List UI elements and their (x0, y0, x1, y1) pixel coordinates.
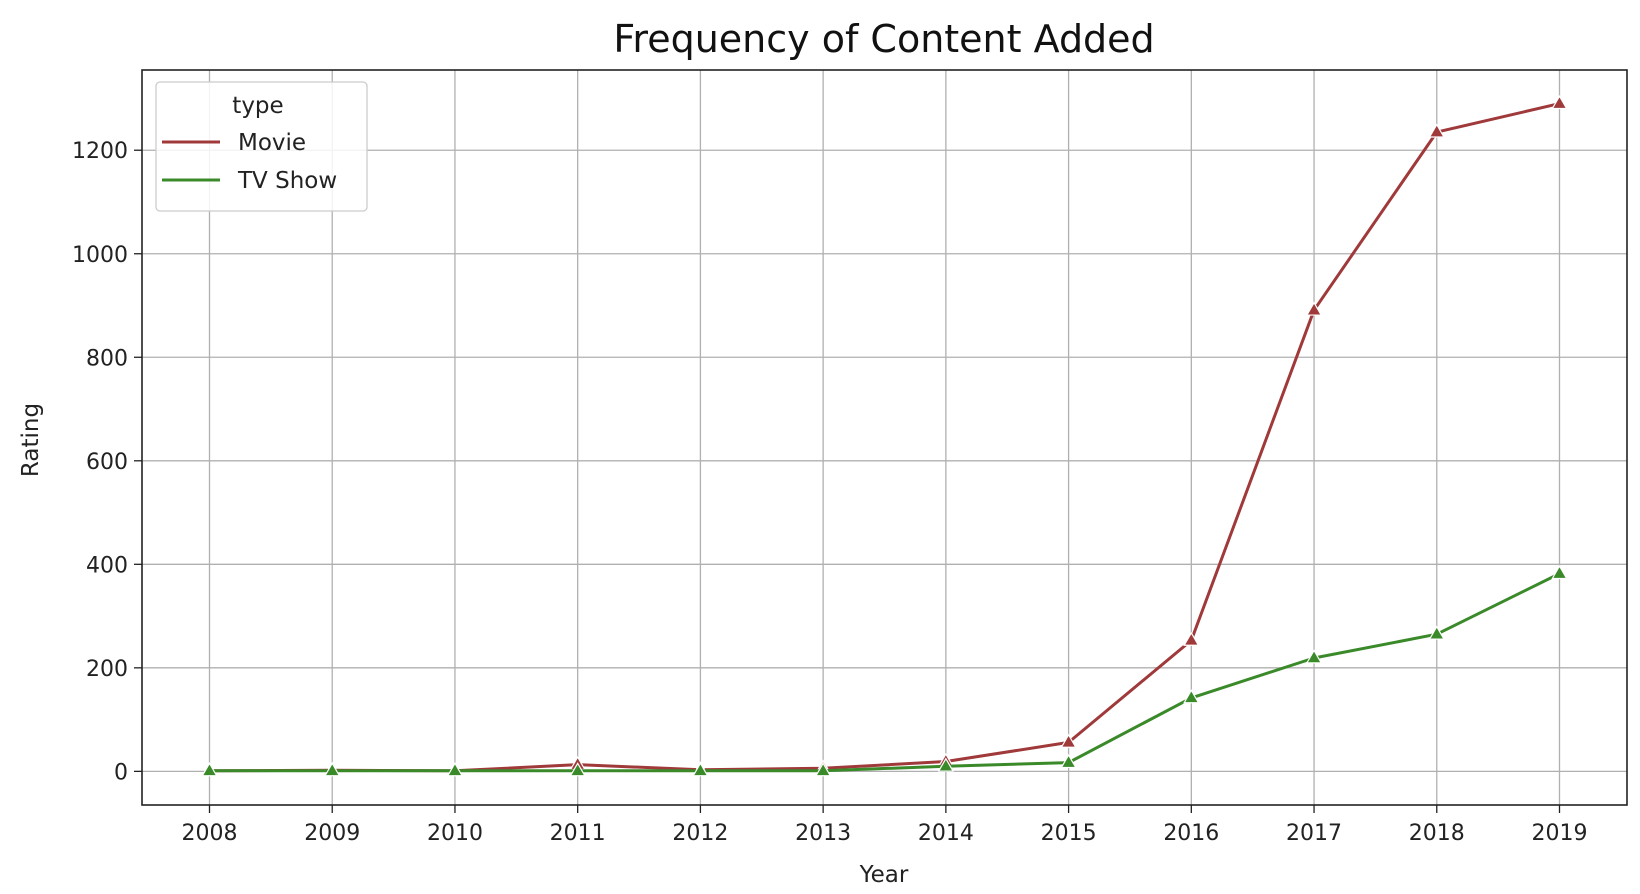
data-point-tv-show (814, 762, 832, 777)
data-point-movie (1428, 123, 1445, 138)
series-line-tv-show (209, 572, 1561, 773)
legend-label-movie: Movie (238, 130, 306, 156)
data-point-movie (1183, 631, 1200, 646)
chart-title: Frequency of Content Added (613, 17, 1154, 61)
data-point-tv-show (1428, 625, 1445, 640)
x-tick-label: 2017 (1286, 821, 1342, 846)
data-point-tv-show (324, 762, 341, 777)
x-tick-label: 2015 (1041, 821, 1097, 846)
legend: type Movie TV Show (155, 81, 368, 212)
data-point-tv-show (446, 762, 464, 777)
legend-label-tv-show: TV Show (237, 168, 337, 194)
data-point-tv-show (201, 762, 218, 777)
plot-background (142, 70, 1627, 805)
data-point-tv-show (937, 757, 955, 772)
data-point-tv-show (1551, 564, 1568, 580)
data-point-movie (1551, 94, 1568, 110)
y-tick-label: 0 (114, 760, 128, 785)
y-axis: 0 200 400 600 800 1000 1200 (72, 139, 142, 785)
x-axis: 2008 2009 2010 2011 2012 2013 2014 2015 2016 2017… (182, 805, 1588, 846)
x-tick-label: 2013 (795, 821, 851, 846)
data-point-tv-show (1060, 753, 1077, 769)
data-point-movie (1060, 733, 1077, 748)
x-axis-label: Year (859, 862, 909, 888)
data-point-tv-show (569, 762, 586, 777)
y-tick-label: 600 (86, 450, 128, 475)
data-point-tv-show (1305, 649, 1323, 664)
x-tick-label: 2009 (304, 821, 360, 846)
data-point-movie (1305, 301, 1323, 316)
y-tick-label: 400 (86, 553, 128, 578)
legend-title: type (232, 93, 283, 119)
x-tick-label: 2010 (427, 821, 483, 846)
y-tick-label: 1000 (72, 243, 128, 268)
x-tick-label: 2018 (1409, 821, 1465, 846)
plot-frame (141, 69, 1628, 806)
x-tick-label: 2014 (918, 821, 974, 846)
x-tick-label: 2008 (182, 821, 238, 846)
x-tick-label: 2019 (1532, 821, 1588, 846)
x-tick-label: 2016 (1163, 821, 1219, 846)
grid (142, 70, 1627, 805)
data-point-tv-show (1183, 689, 1200, 704)
y-tick-label: 200 (86, 657, 128, 682)
series-lines (201, 94, 1568, 777)
data-point-tv-show (692, 762, 709, 777)
x-tick-label: 2012 (672, 821, 728, 846)
y-axis-label: Rating (18, 403, 44, 477)
x-tick-label: 2011 (550, 821, 606, 846)
y-tick-label: 800 (86, 346, 128, 371)
y-tick-label: 1200 (72, 139, 128, 164)
